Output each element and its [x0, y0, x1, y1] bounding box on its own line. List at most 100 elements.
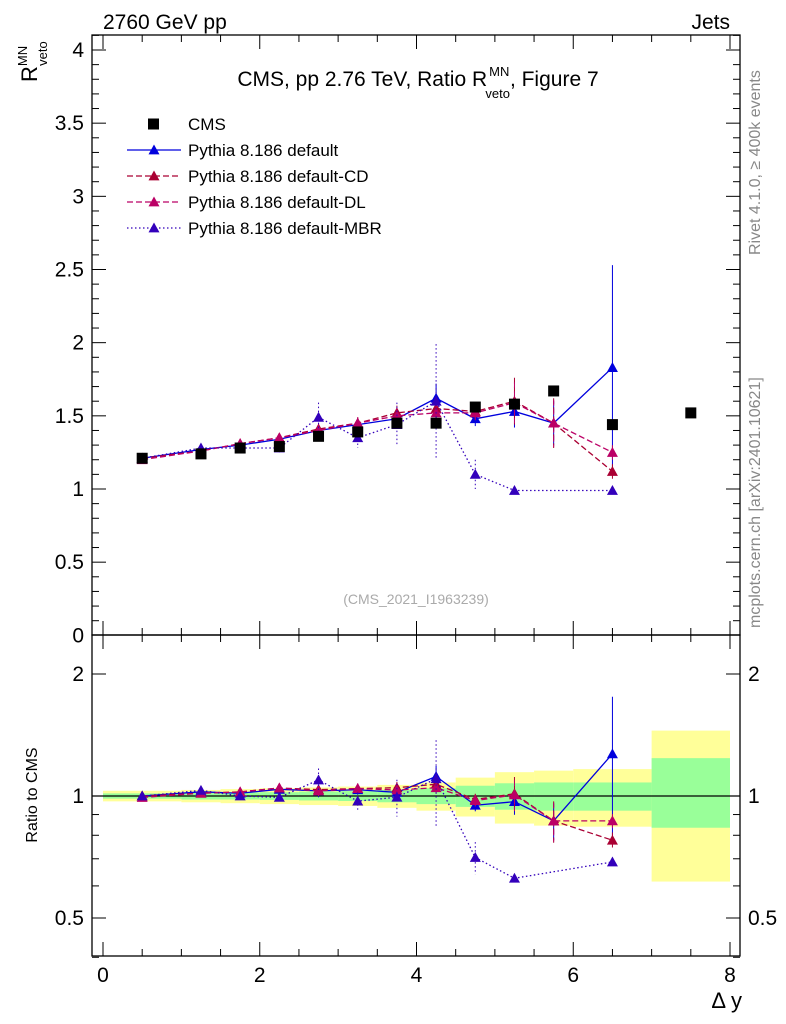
series-marker-upper	[352, 417, 364, 428]
series-marker-ratio	[391, 791, 403, 802]
y-axis-label-sub: veto	[35, 41, 50, 66]
x-tick-label: 2	[254, 964, 266, 987]
y-tick-label: 0.5	[55, 551, 84, 574]
watermark: (CMS_2021_I1963239)	[343, 591, 489, 607]
cms-point	[685, 407, 697, 419]
series-marker-ratio	[508, 872, 520, 883]
series-marker-upper	[273, 432, 285, 443]
cms-point	[606, 419, 618, 431]
series-marker-upper	[606, 446, 618, 457]
legend-marker-1	[148, 144, 160, 155]
y-tick-label: 2.5	[55, 259, 84, 282]
series-marker-ratio	[136, 790, 148, 801]
series-marker-ratio	[606, 815, 618, 826]
legend-cms-marker	[148, 118, 159, 130]
series-marker-ratio	[352, 795, 364, 806]
series-marker-upper	[469, 468, 481, 479]
ratio-tick-label-right: 0.5	[748, 907, 777, 930]
series-marker-ratio	[313, 774, 325, 785]
series-marker-ratio	[606, 834, 618, 845]
cms-point	[234, 442, 246, 454]
cms-point	[469, 401, 481, 413]
series-line-ratio	[142, 787, 613, 822]
tick-labels: 0 2 4 6 8 0 0.5 1 1.5 2 2.5 3 3.5 4 0.5 0.5 1 1 2 2	[55, 39, 777, 987]
legend-label-4: Pythia 8.186 default-MBR	[188, 219, 382, 238]
ratio-tick-label-left: 2	[72, 663, 84, 686]
chart-title-main: CMS, pp 2.76 TeV, Ratio R	[237, 68, 487, 91]
series-marker-upper	[548, 417, 560, 428]
series-line-upper	[142, 400, 613, 492]
series-marker-upper	[606, 465, 618, 476]
ratio-tick-label-left: 0.5	[55, 907, 84, 930]
cms-data-points	[136, 385, 697, 464]
cms-point	[391, 417, 403, 429]
series-marker-ratio	[548, 815, 560, 826]
y-tick-label: 0	[72, 624, 84, 647]
ratio-tick-label-right: 2	[748, 663, 760, 686]
cms-point	[273, 441, 285, 453]
series-marker-upper	[313, 411, 325, 422]
y-tick-label: 3	[72, 185, 84, 208]
y-tick-label: 2	[72, 332, 84, 355]
y-axis-label-main: R	[17, 66, 42, 82]
header-right: Jets	[691, 11, 730, 34]
x-tick-label: 6	[567, 964, 579, 987]
y-tick-label: 1.5	[55, 405, 84, 428]
ratio-y-axis-label: Ratio to CMS	[24, 747, 41, 842]
legend-label-2: Pythia 8.186 default-CD	[188, 167, 369, 186]
y-axis-label: RMN veto	[15, 41, 50, 82]
chart-title: CMS, pp 2.76 TeV, Ratio R MN veto, Figure …	[237, 64, 598, 101]
axis-ticks	[92, 34, 740, 958]
cms-point	[548, 385, 560, 397]
cms-point	[195, 448, 207, 460]
ratio-tick-label-right: 1	[748, 785, 760, 808]
series-line-upper	[142, 400, 613, 472]
chart-title-sub: veto	[485, 86, 510, 101]
series-marker-ratio	[273, 782, 285, 793]
series-marker-ratio	[469, 795, 481, 805]
x-tick-label: 8	[724, 964, 736, 987]
series-marker-ratio	[391, 784, 403, 795]
series-marker-ratio	[606, 856, 618, 867]
chart-title-sup: MN	[489, 64, 509, 79]
x-tick-label: 0	[97, 964, 109, 987]
ratio-uncertainty-bands	[103, 730, 730, 882]
ratio-band-green-12	[651, 758, 730, 828]
legend: CMS Pythia 8.186 default Pythia 8.186 defa…	[127, 115, 382, 238]
header-left: 2760 GeV pp	[103, 11, 227, 34]
series-0	[136, 265, 618, 841]
series-marker-ratio	[430, 782, 442, 793]
y-axis-label-sup: MN	[15, 46, 30, 66]
legend-marker-4	[148, 222, 160, 233]
legend-label-0: CMS	[188, 115, 226, 134]
legend-marker-2	[148, 170, 160, 181]
series-marker-ratio	[234, 790, 246, 801]
series-marker-ratio	[273, 791, 285, 802]
y-tick-label: 3.5	[55, 112, 84, 135]
chart-title-suffix: , Figure 7	[510, 68, 599, 91]
x-axis-label: Δ y	[711, 988, 742, 1013]
legend-label-3: Pythia 8.186 default-DL	[188, 193, 366, 212]
y-tick-label: 4	[72, 39, 84, 62]
series-line-upper	[142, 367, 613, 459]
series-marker-upper	[606, 484, 618, 495]
series-line-ratio	[142, 753, 613, 822]
series-marker-ratio	[469, 851, 481, 862]
series-marker-ratio	[430, 773, 442, 784]
cms-point	[508, 398, 520, 410]
series-marker-ratio	[313, 785, 325, 796]
series-marker-ratio	[352, 783, 364, 793]
series-marker-upper	[430, 395, 442, 406]
x-tick-label: 4	[411, 964, 423, 987]
y-tick-label: 1	[72, 478, 84, 501]
cms-point	[430, 417, 442, 429]
side-label-top: Rivet 4.1.0, ≥ 400k events	[747, 70, 764, 255]
series-line-upper	[142, 401, 613, 461]
series-marker-ratio	[606, 748, 618, 759]
series-marker-upper	[606, 362, 618, 372]
side-label-bottom: mcplots.cern.ch [arXiv:2401.10621]	[747, 377, 764, 628]
cms-point	[313, 430, 325, 442]
series-marker-upper	[508, 484, 520, 495]
ratio-tick-label-left: 1	[72, 785, 84, 808]
